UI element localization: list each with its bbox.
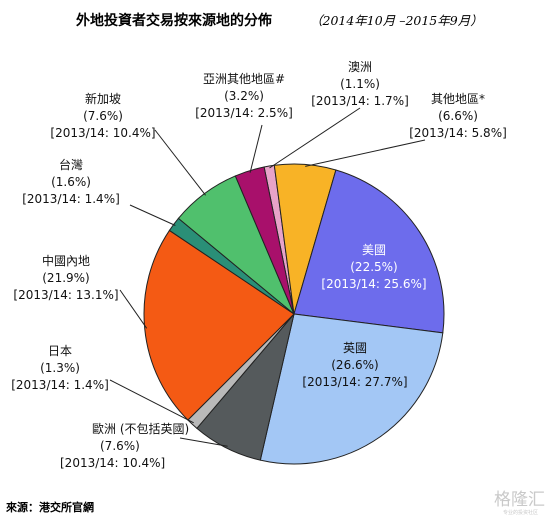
slice-label: 台灣 [59,157,83,172]
slice-value-label: (7.6%) [83,109,123,123]
pie-slices [143,163,445,465]
leader-line [129,204,176,226]
slice-value-label: (21.9%) [42,271,89,285]
slice-value-label: (7.6%) [100,439,140,453]
slice-value-label: (3.2%) [224,89,264,103]
source-note: 來源：港交所官網 [6,500,94,514]
slice-value-label: (26.6%) [331,358,378,372]
watermark-logo: 格隆汇 [494,490,545,510]
leader-lines [109,107,426,447]
slice-label: 中國內地 [42,253,90,268]
slice-prior-label: [2013/14: 27.7%] [302,375,407,389]
slice-prior-label: [2013/14: 25.6%] [321,277,426,291]
slice-prior-label: [2013/14: 2.5%] [195,106,293,120]
slice-prior-label: [2013/14: 10.4%] [50,126,155,140]
slice-label: 美國 [362,243,386,257]
leader-line [154,129,206,196]
leader-line [305,139,426,167]
slice-label: 日本 [48,344,72,358]
leader-line [109,379,194,424]
slice-label: 新加坡 [85,91,121,106]
slice-value-label: (6.6%) [438,109,478,123]
slice-prior-label: [2013/14: 1.4%] [22,192,120,206]
pie-slice [259,313,444,465]
slice-value-label: (1.3%) [40,361,80,375]
slice-prior-label: [2013/14: 5.8%] [409,126,507,140]
slice-label: 澳洲 [348,60,372,74]
slice-prior-label: [2013/14: 13.1%] [13,288,118,302]
pie-slice [293,169,445,334]
slice-labels: 澳洲 (1.1%) [2013/14: 1.7%] 其他地區* (6.6%) [2013/… [11,60,507,470]
pie-slice [234,166,295,315]
slice-value-label: (1.1%) [340,77,380,91]
slice-prior-label: [2013/14: 1.7%] [311,94,409,108]
leader-line [249,124,263,173]
slice-prior-label: [2013/14: 1.4%] [11,378,109,392]
watermark-subtitle: 专业的投资社区 [503,509,538,516]
chart-title: 外地投資者交易按來源地的分佈 [76,12,272,29]
slice-label: 其他地區* [431,92,485,106]
chart-subtitle: （2014年10月 –2015年9月） [310,13,483,28]
slice-label: 英國 [343,341,367,355]
leader-line [179,437,228,447]
slice-prior-label: [2013/14: 10.4%] [60,456,165,470]
slice-value-label: (22.5%) [350,260,397,274]
slice-label: 亞洲其他地區# [203,72,285,86]
slice-value-label: (1.6%) [51,175,91,189]
leader-line [119,289,148,329]
leader-line [269,107,361,169]
slice-label: 歐洲 (不包括英國) [92,421,189,436]
pie-slice [143,229,295,421]
